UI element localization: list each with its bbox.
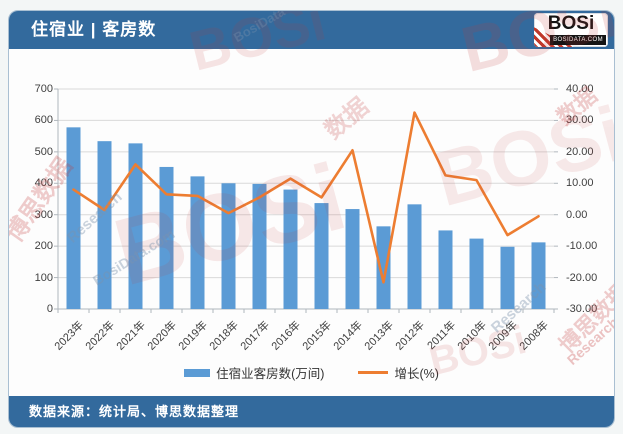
left-axis-tick-label: 500 bbox=[34, 145, 53, 158]
bar-2022年 bbox=[97, 141, 112, 309]
data-source: 数据来源：统计局、博思数据整理 bbox=[29, 404, 240, 419]
bar-2013年 bbox=[376, 226, 391, 309]
bar-2020年 bbox=[159, 166, 174, 309]
right-axis-tick-label: 10.00 bbox=[566, 177, 594, 190]
left-axis-tick-label: 700 bbox=[34, 83, 53, 95]
legend-label: 增长(%) bbox=[394, 367, 439, 381]
left-axis-tick-label: 200 bbox=[34, 240, 53, 253]
legend-line-swatch bbox=[358, 371, 389, 374]
right-axis-tick-label: -30.00 bbox=[566, 303, 598, 315]
left-axis-tick-label: 300 bbox=[34, 208, 53, 221]
bar-2011年 bbox=[438, 230, 453, 309]
chart-card: 住宿业 | 客房数 BOSi BOSIDATA.COM 住宿业客房数(万间) 增长… bbox=[8, 10, 615, 428]
bar-2010年 bbox=[469, 238, 484, 309]
left-axis-tick-label: 400 bbox=[34, 177, 53, 190]
growth-line bbox=[72, 111, 540, 284]
x-axis-label: 2009年 bbox=[486, 319, 521, 353]
legend-bar-swatch bbox=[184, 368, 211, 377]
x-axis-label: 2018年 bbox=[207, 319, 242, 353]
legend-label: 住宿业客房数(万间) bbox=[216, 367, 325, 381]
x-axis-label: 2019年 bbox=[176, 319, 211, 353]
chart-legend: 住宿业客房数(万间) 增长(%) bbox=[9, 363, 614, 382]
bar-2014年 bbox=[345, 209, 360, 309]
plot-area bbox=[54, 88, 558, 313]
right-axis-tick-label: -10.00 bbox=[566, 240, 598, 253]
x-axis-label: 2010年 bbox=[455, 319, 490, 353]
x-axis-label: 2022年 bbox=[83, 319, 118, 353]
left-axis-tick-label: 600 bbox=[34, 114, 53, 127]
x-axis-label: 2012年 bbox=[393, 319, 428, 353]
bar-2023年 bbox=[66, 127, 81, 309]
bar-2009年 bbox=[500, 246, 515, 309]
x-axis-label: 2008年 bbox=[517, 319, 552, 353]
bar-2021年 bbox=[128, 143, 143, 309]
x-axis-label: 2014年 bbox=[331, 319, 366, 353]
right-axis-tick-label: 30.00 bbox=[566, 114, 594, 127]
header-bar: 住宿业 | 客房数 BOSi BOSIDATA.COM bbox=[9, 11, 614, 49]
left-axis-tick-label: 0 bbox=[46, 303, 53, 315]
bar-2008年 bbox=[531, 242, 546, 309]
logo-text: BOSi bbox=[547, 13, 595, 34]
chart-title: 住宿业 | 客房数 bbox=[31, 20, 157, 39]
x-axis-label: 2011年 bbox=[425, 319, 459, 353]
right-axis-tick-label: 20.00 bbox=[566, 145, 594, 158]
x-axis-label: 2023年 bbox=[52, 319, 87, 353]
chart-body: 住宿业客房数(万间) 增长(%) 700 40.00 600 30.00 500 20.00… bbox=[9, 49, 614, 398]
x-axis-label: 2020年 bbox=[145, 319, 180, 353]
bar-2019年 bbox=[190, 176, 205, 309]
x-axis-label: 2016年 bbox=[269, 319, 304, 353]
x-axis-label: 2013年 bbox=[362, 319, 397, 353]
bar-2015年 bbox=[314, 203, 329, 309]
x-axis-label: 2015年 bbox=[300, 319, 335, 353]
x-axis-label: 2017年 bbox=[238, 319, 273, 353]
left-axis-tick-label: 100 bbox=[34, 271, 53, 284]
bar-2018年 bbox=[221, 183, 236, 309]
legend-item: 住宿业客房数(万间) bbox=[184, 363, 324, 382]
bar-2012年 bbox=[407, 204, 422, 309]
right-axis-tick-label: -20.00 bbox=[566, 271, 598, 284]
right-axis-tick-label: 40.00 bbox=[566, 83, 594, 95]
legend-item: 增长(%) bbox=[358, 363, 439, 382]
bar-2016年 bbox=[283, 189, 298, 309]
footer-bar: 数据来源：统计局、博思数据整理 bbox=[9, 396, 614, 427]
x-axis-label: 2021年 bbox=[114, 319, 149, 353]
bar-2017年 bbox=[252, 183, 267, 309]
bosi-logo: BOSi BOSIDATA.COM bbox=[534, 13, 608, 47]
logo-subtext: BOSIDATA.COM bbox=[550, 35, 606, 45]
right-axis-tick-label: 0.00 bbox=[566, 208, 588, 221]
